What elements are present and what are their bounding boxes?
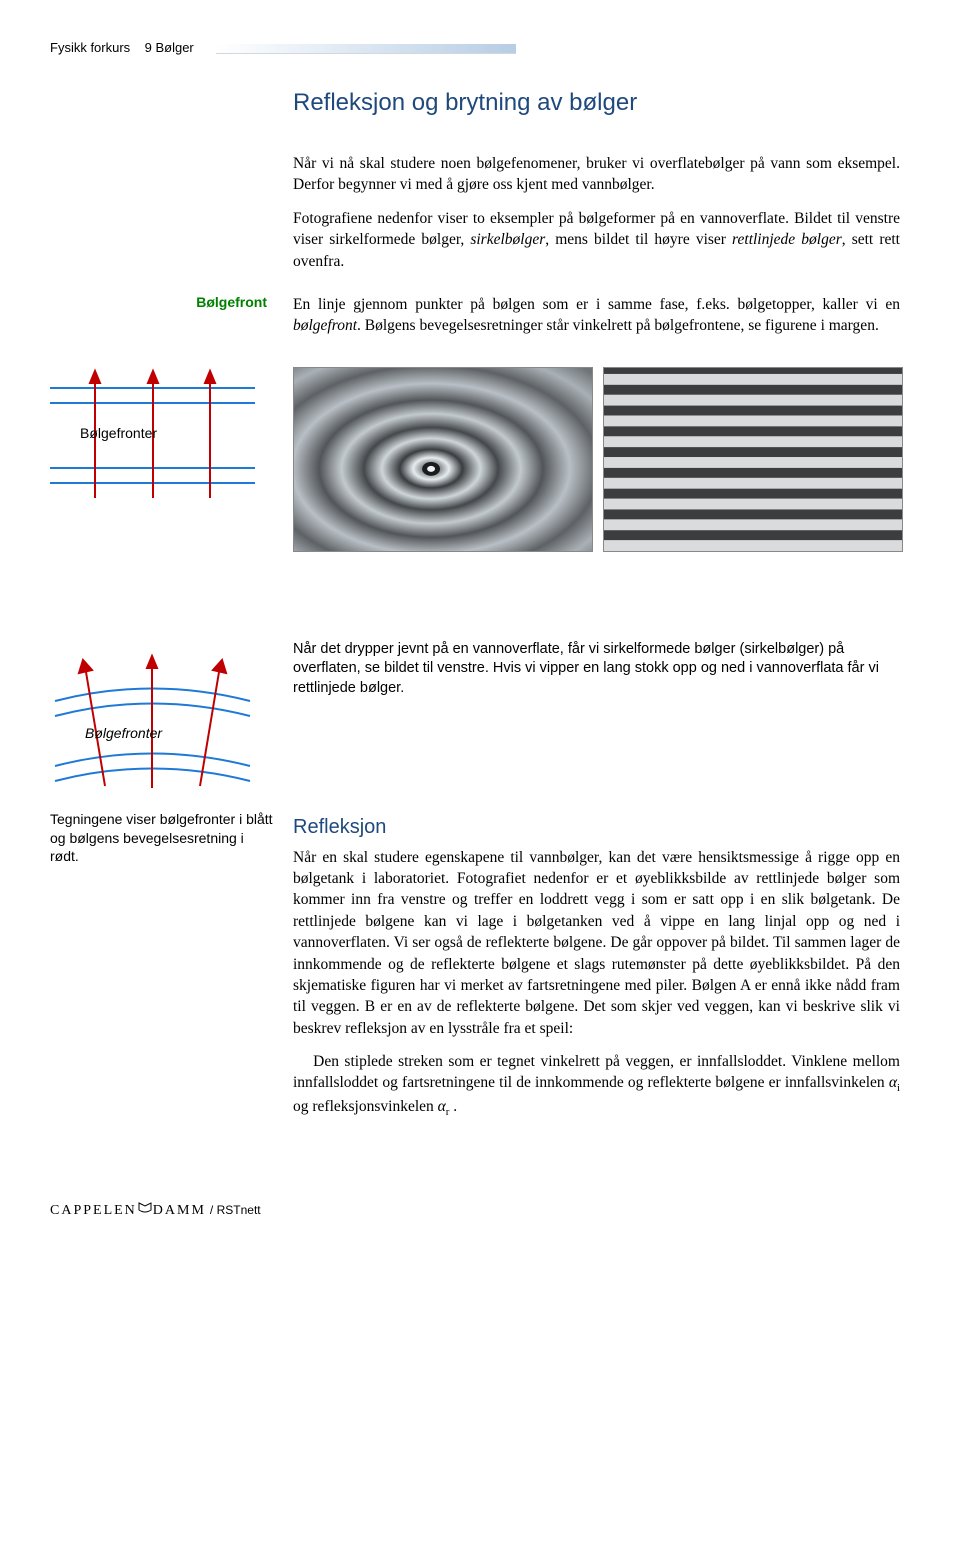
diagram-circular-wavefronts: Bølgefronter (50, 646, 255, 791)
diagram-plane-wavefronts: Bølgefronter (50, 363, 255, 513)
row-mid-caption: Bølgefronter Når det drypper jevnt på en… (50, 640, 900, 796)
row-refleksjon: Tegningene viser bølgefronter i blått og… (50, 810, 900, 1133)
row-photos: Bølgefronter (50, 357, 900, 580)
row-bolgefront: Bølgefront En linje gjennom punkter på b… (50, 294, 900, 349)
photo-linear-waves (603, 367, 903, 552)
diagram-plane-label: Bølgefronter (80, 425, 157, 441)
mid-caption: Når det drypper jevnt på en vannoverflat… (293, 640, 900, 699)
refleksjon-paragraph-2: Den stiplede streken som er tegnet vinke… (293, 1051, 900, 1120)
footer-brand-b: DAMM (153, 1203, 206, 1219)
margin-caption: Tegningene viser bølgefronter i blått og… (50, 810, 275, 867)
page-header: Fysikk forkurs 9 Bølger (50, 38, 900, 55)
header-accent-bar (216, 44, 516, 54)
section-title-refleksjon: Refleksjon (293, 816, 900, 839)
footer-tail: / RSTnett (210, 1203, 261, 1217)
side-label-bolgefront: Bølgefront (50, 294, 275, 310)
header-course: Fysikk forkurs (50, 40, 130, 55)
intro-paragraph-1: Når vi nå skal studere noen bølgefenomen… (293, 153, 900, 196)
footer-brand-a: CAPPELEN (50, 1203, 137, 1219)
header-chapter: 9 Bølger (145, 40, 194, 55)
bolgefront-paragraph: En linje gjennom punkter på bølgen som e… (293, 294, 900, 337)
page-title: Refleksjon og brytning av bølger (293, 89, 900, 117)
row-title-intro: Refleksjon og brytning av bølger Når vi … (50, 89, 900, 284)
intro-paragraph-2: Fotografiene nedenfor viser to eksempler… (293, 208, 900, 272)
diagram-circular-label: Bølgefronter (85, 725, 163, 741)
header-course-chapter: Fysikk forkurs 9 Bølger (50, 38, 194, 55)
refleksjon-paragraph-1: Når en skal studere egenskapene til vann… (293, 847, 900, 1039)
photo-row (293, 367, 903, 552)
photo-circular-ripples (293, 367, 593, 552)
crest-icon (137, 1202, 153, 1214)
page-footer: CAPPELEN DAMM / RSTnett (50, 1202, 900, 1219)
